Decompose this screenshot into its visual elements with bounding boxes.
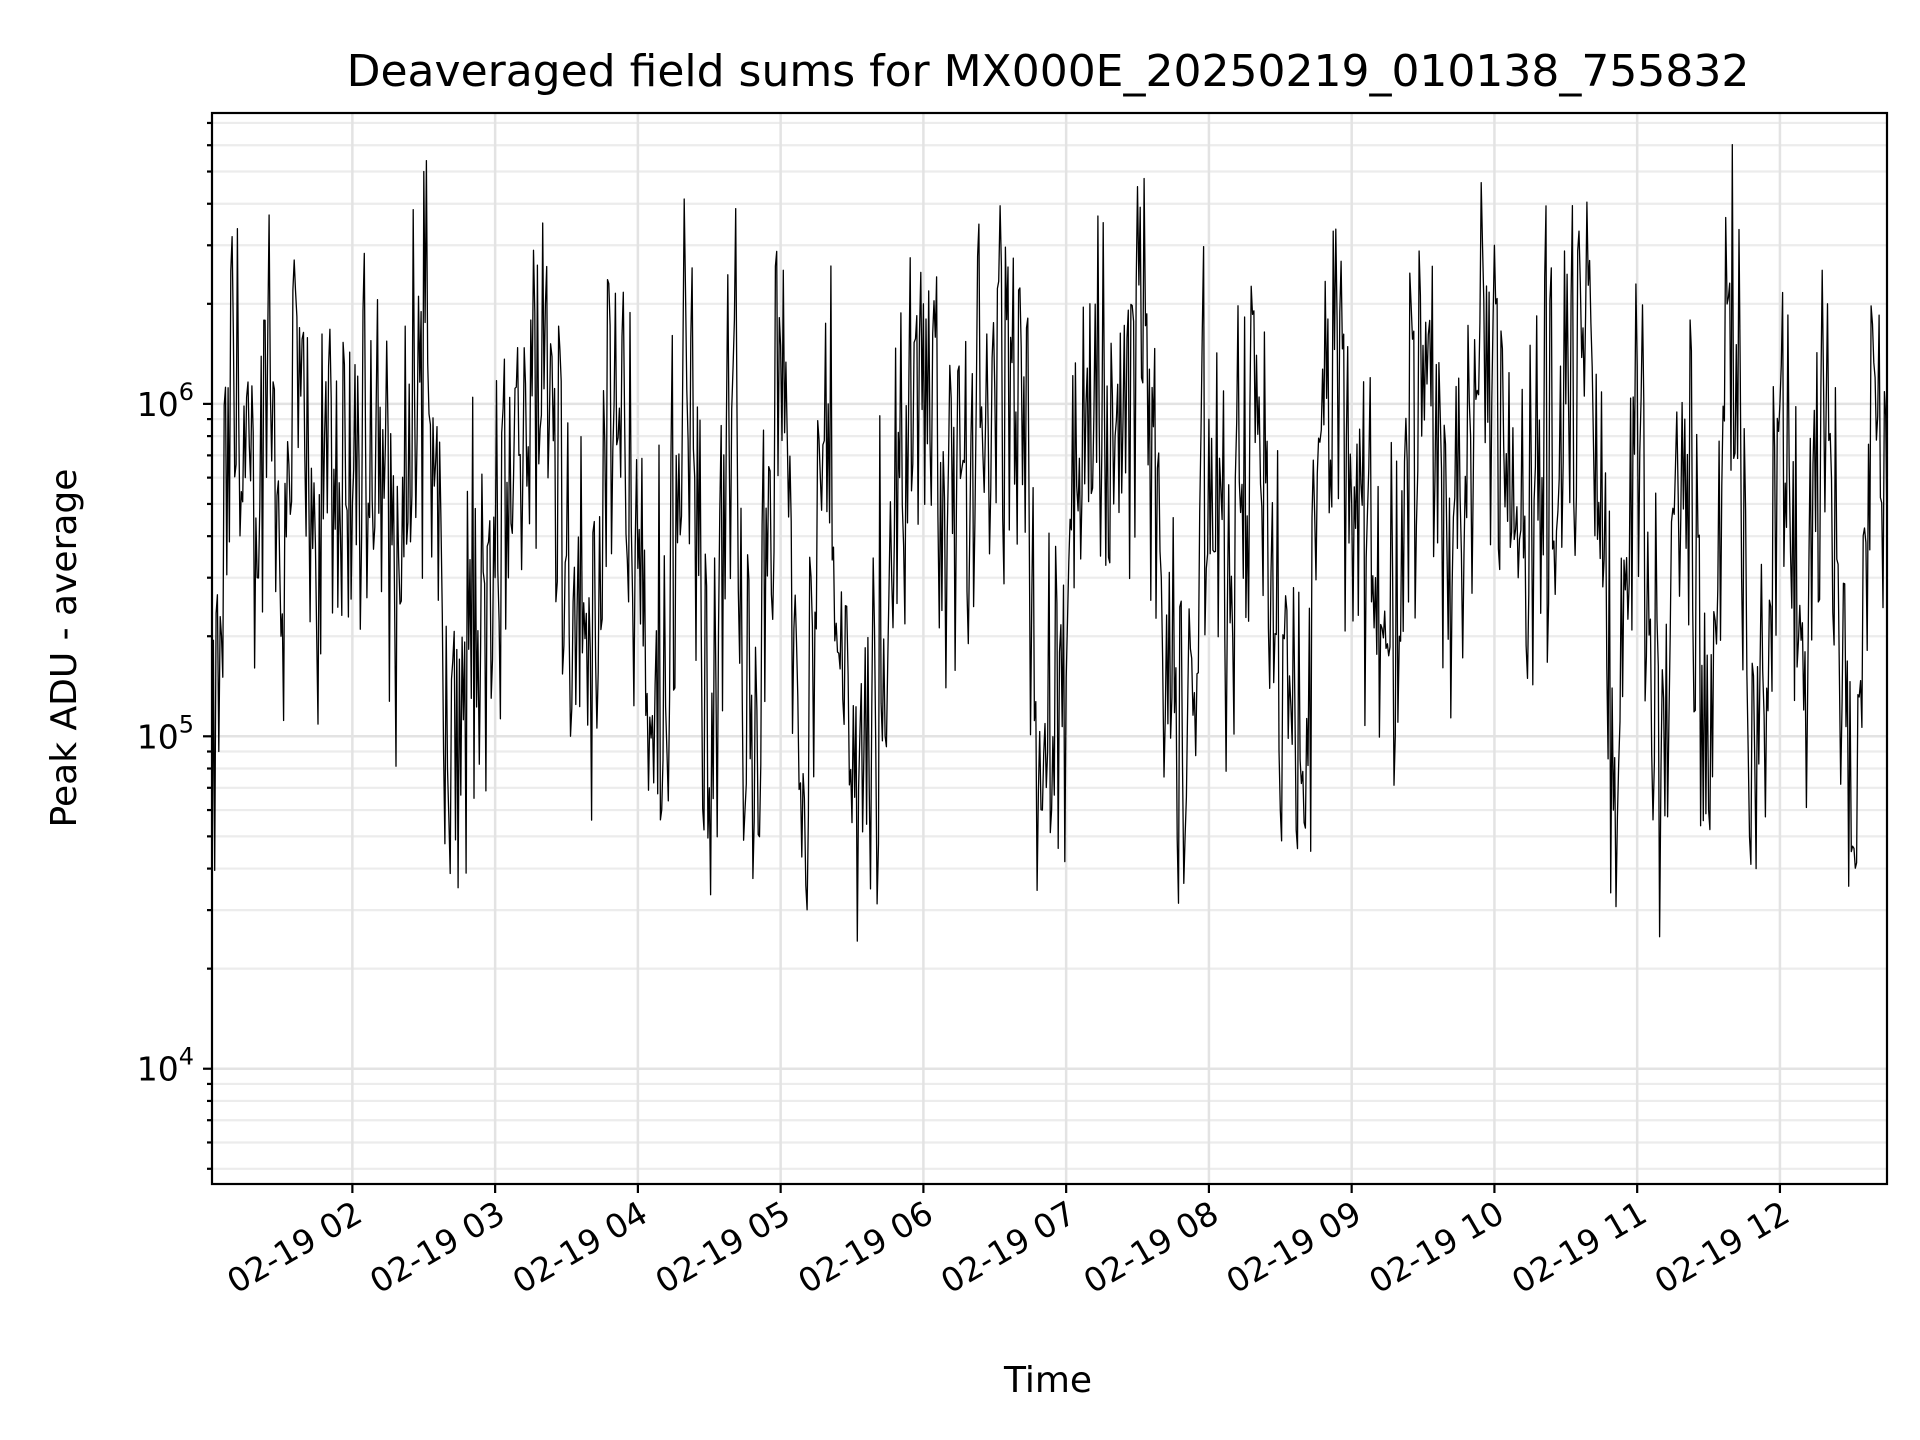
series-layer [211,143,1888,942]
y-tick-label: 106 [137,378,194,424]
y-tick-exponent: 5 [179,710,194,738]
y-tick-exponent: 6 [179,378,194,406]
plot-frame [210,111,1889,1186]
series-line [211,143,1888,942]
y-tick-exponent: 4 [179,1043,194,1071]
x-axis-label: Time [1003,1360,1092,1401]
y-axis-label: Peak ADU - average [44,469,85,828]
chart-title: Deaveraged field sums for MX000E_2025021… [347,46,1750,97]
